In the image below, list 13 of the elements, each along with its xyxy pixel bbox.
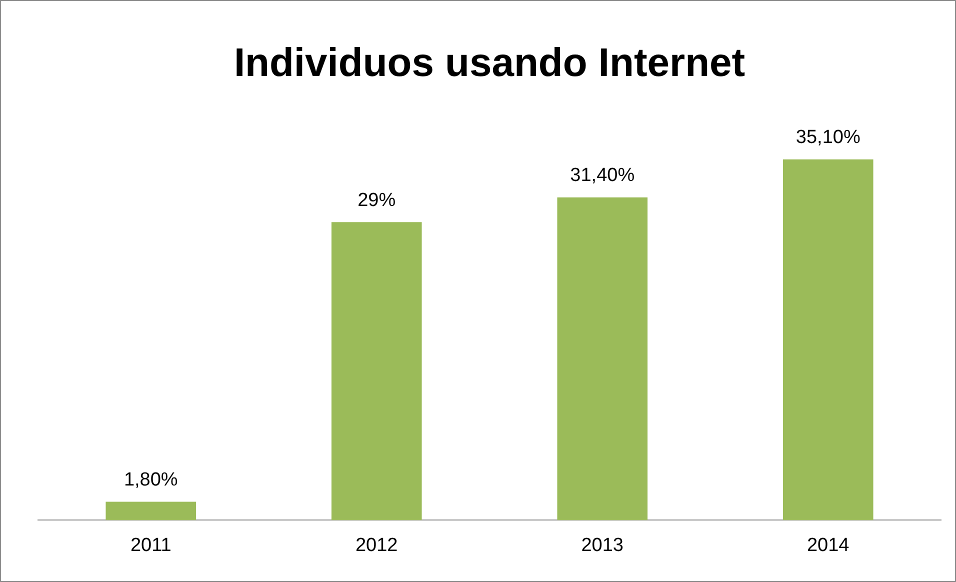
x-tick-label: 2011 <box>130 534 172 556</box>
data-label: 35,10% <box>796 127 860 148</box>
bar <box>331 222 422 520</box>
bar <box>782 159 874 520</box>
data-label: 1,80% <box>124 469 178 490</box>
data-label: 31,40% <box>570 165 635 186</box>
x-tick-label: 2014 <box>806 534 850 556</box>
x-tick-label: 2012 <box>355 534 398 556</box>
bar <box>106 502 196 520</box>
chart-title: Individuos usando Internet <box>234 41 746 86</box>
data-label: 29% <box>358 190 396 211</box>
x-tick-label: 2013 <box>581 534 624 556</box>
bar <box>557 197 648 520</box>
